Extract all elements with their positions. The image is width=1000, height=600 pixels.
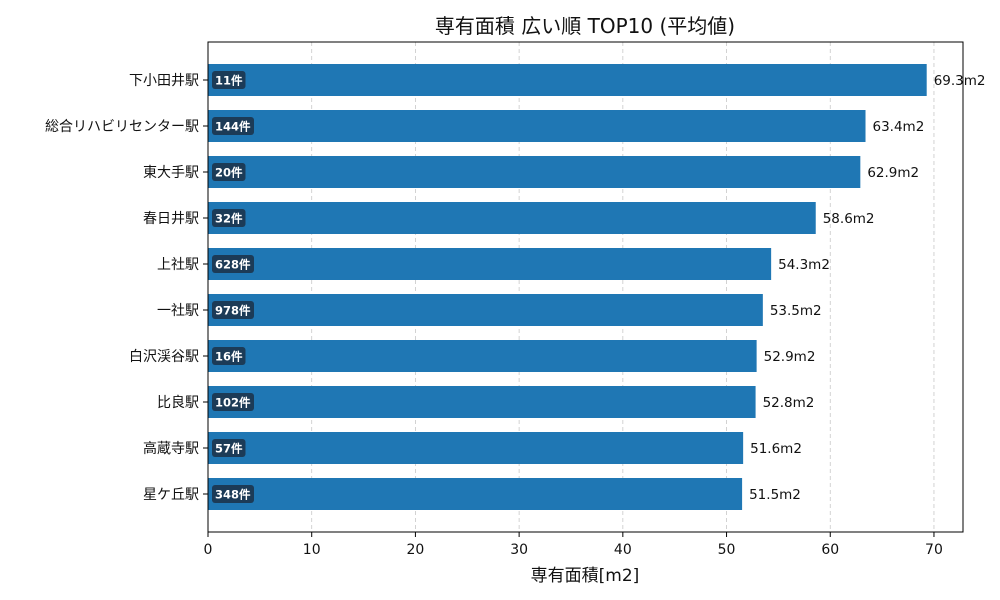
count-label: 102件 [215,396,251,410]
count-badge [212,301,254,319]
bar [208,110,866,142]
count-label: 144件 [215,120,251,134]
bar-value-label: 54.3m2 [778,257,830,273]
count-badge [212,209,246,227]
bar-value-label: 53.5m2 [770,303,822,319]
x-tick-label: 40 [614,542,632,558]
chart-title: 専有面積 広い順 TOP10 (平均値) [435,14,735,38]
x-tick-label: 70 [925,542,943,558]
count-label: 11件 [215,74,243,88]
bar-value-label: 52.9m2 [764,349,816,365]
category-label: 春日井駅 [143,211,199,227]
bar [208,64,927,96]
x-tick-label: 10 [303,542,321,558]
category-label: 高蔵寺駅 [143,440,199,457]
category-label: 東大手駅 [143,165,199,181]
y-axis: 下小田井駅総合リハビリセンター駅東大手駅春日井駅上社駅一社駅白沢渓谷駅比良駅高蔵… [45,73,208,503]
category-label: 下小田井駅 [129,73,199,89]
bar [208,156,861,188]
category-label: 上社駅 [157,257,199,273]
bar-value-label: 52.8m2 [763,395,815,411]
bar [208,294,763,326]
x-tick-label: 0 [204,542,213,558]
x-tick-label: 30 [510,542,528,558]
count-label: 20件 [215,166,243,180]
x-axis: 0 10 20 30 40 50 60 70 [204,532,943,558]
bar-value-label: 51.6m2 [750,441,802,457]
category-label: 比良駅 [157,395,199,411]
count-label: 978件 [215,304,251,318]
x-axis-title: 専有面積[m2] [531,566,640,586]
bar-value-label: 58.6m2 [823,211,875,227]
category-label: 白沢渓谷駅 [129,349,199,365]
bar [208,432,744,464]
bar-value-label: 63.4m2 [873,119,925,135]
count-badge [212,71,246,89]
count-badge [212,485,254,503]
bar-value-label: 62.9m2 [867,165,919,181]
count-label: 628件 [215,258,251,272]
x-tick-label: 50 [718,542,736,558]
bar [208,202,816,234]
count-label: 57件 [215,442,243,456]
bar-value-label: 51.5m2 [749,487,801,503]
bar-value-label: 69.3m2 [934,73,986,89]
category-label: 総合リハビリセンター駅 [45,119,199,135]
count-badge [212,163,246,181]
bar [208,248,772,280]
plot-frame [207,41,964,533]
count-badge [212,439,246,457]
count-label: 348件 [215,488,251,502]
bar [208,386,756,418]
count-badge [212,347,246,365]
bar [208,478,743,510]
count-label: 16件 [215,350,243,364]
category-label: 星ケ丘駅 [143,487,199,503]
x-tick-label: 20 [407,542,425,558]
category-label: 一社駅 [157,303,199,319]
count-badge [212,255,254,273]
count-badge [212,117,254,135]
bars: 69.3m2 11件 63.4m2 144件 62.9m2 20件 58.6m2 32件 54.… [208,64,986,510]
count-badge [212,393,254,411]
count-label: 32件 [215,212,243,226]
x-tick-label: 60 [821,542,839,558]
bar [208,340,757,372]
